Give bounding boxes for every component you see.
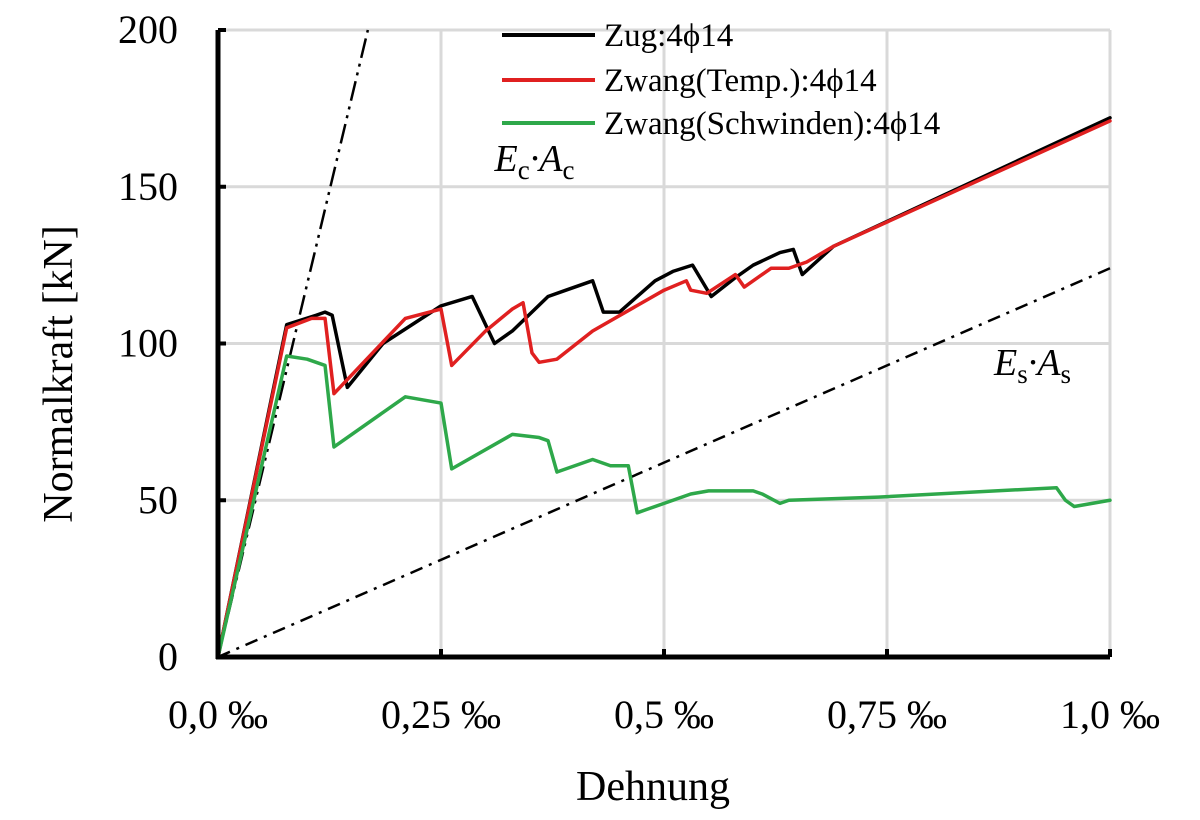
series-line-1 <box>218 119 1112 657</box>
y-tick-label-2: 100 <box>118 321 178 366</box>
reference-labels: Ec·Ac Es·As <box>494 138 1071 389</box>
x-tick-label-2: 0,5 ‰ <box>614 692 714 737</box>
series-line-2 <box>218 354 1112 657</box>
y-tick-label-1: 50 <box>138 477 178 522</box>
x-tick-label-0: 0,0 ‰ <box>168 692 268 737</box>
y-tick-label-0: 0 <box>158 634 178 679</box>
x-axis-title: Dehnung <box>576 764 730 810</box>
y-axis-title: Normalkraft [kN] <box>36 225 82 522</box>
series-lines <box>218 116 1112 657</box>
legend-label-0: Zug:4ϕ14 <box>604 18 733 54</box>
reference-label-0: Ec·Ac <box>494 138 575 185</box>
x-tick-label-4: 1,0 ‰ <box>1060 692 1160 737</box>
y-tick-label-3: 150 <box>118 164 178 209</box>
reference-label-1: Es·As <box>993 342 1071 389</box>
x-tick-label-3: 0,75 ‰ <box>827 692 947 737</box>
y-tick-label-4: 200 <box>118 7 178 52</box>
grid <box>218 28 1112 657</box>
series-line-0 <box>218 116 1112 657</box>
legend-label-1: Zwang(Temp.):4ϕ14 <box>604 63 877 99</box>
x-tick-label-1: 0,25 ‰ <box>381 692 501 737</box>
legend: Zug:4ϕ14 Zwang(Temp.):4ϕ14 Zwang(Schwinden… <box>502 18 940 142</box>
legend-label-2: Zwang(Schwinden):4ϕ14 <box>604 106 940 142</box>
reference-line-1 <box>218 267 1111 657</box>
tick-labels: 0,0 ‰ 0,25 ‰ 0,5 ‰ 0,75 ‰ 1,0 ‰ 0 50 100 150 200 <box>118 7 1160 737</box>
axes <box>215 28 1112 660</box>
